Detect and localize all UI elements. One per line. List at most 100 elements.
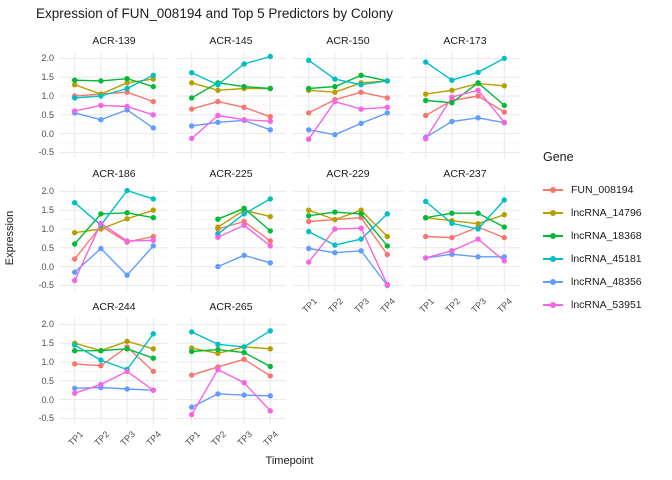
x-axis-tick-label: TP1 bbox=[183, 429, 202, 448]
series-line bbox=[73, 346, 155, 373]
data-point bbox=[98, 348, 104, 354]
series-line bbox=[307, 100, 389, 140]
data-point bbox=[384, 233, 390, 240]
y-axis-tick-label: 0.5 bbox=[41, 375, 54, 386]
data-point bbox=[241, 61, 247, 67]
series-line bbox=[73, 225, 155, 260]
x-axis-tick-label: TP3 bbox=[469, 296, 489, 315]
data-point bbox=[449, 77, 455, 83]
chart-title: Expression of FUN_008194 and Top 5 Predi… bbox=[36, 6, 393, 21]
data-point bbox=[241, 392, 247, 398]
legend-item-label: lncRNA_53951 bbox=[571, 298, 642, 311]
series-line bbox=[424, 89, 506, 140]
data-point bbox=[501, 212, 507, 218]
data-point bbox=[267, 363, 273, 370]
facet-strip-label: ACR-150 bbox=[326, 35, 370, 47]
series-line bbox=[424, 212, 506, 228]
data-point bbox=[215, 119, 221, 126]
x-axis-title: Timepoint bbox=[265, 455, 314, 467]
data-point bbox=[241, 104, 247, 110]
data-point bbox=[215, 346, 221, 353]
data-point bbox=[241, 83, 247, 90]
legend-item: lncRNA_14796 bbox=[543, 201, 668, 224]
series-line bbox=[190, 358, 272, 377]
data-point bbox=[384, 110, 390, 116]
legend-key-icon bbox=[543, 252, 563, 266]
data-point bbox=[306, 85, 312, 92]
series-line bbox=[307, 217, 389, 256]
data-point bbox=[501, 224, 507, 230]
data-point bbox=[332, 226, 338, 232]
data-point bbox=[215, 216, 221, 222]
series-line bbox=[424, 199, 506, 230]
data-point bbox=[267, 53, 273, 60]
series-line bbox=[190, 368, 272, 416]
y-axis-tick-label: 2.0 bbox=[41, 319, 54, 330]
data-point bbox=[475, 210, 481, 216]
data-point bbox=[150, 237, 156, 243]
legend-key-icon bbox=[543, 298, 563, 312]
data-point bbox=[384, 211, 390, 217]
data-point bbox=[475, 236, 481, 242]
data-point bbox=[306, 207, 312, 213]
data-point bbox=[384, 251, 390, 258]
data-point bbox=[306, 259, 312, 265]
y-axis-tick-label: 2.0 bbox=[41, 53, 54, 64]
data-point bbox=[306, 228, 312, 235]
data-point bbox=[215, 341, 221, 347]
series-line bbox=[73, 189, 155, 226]
data-point bbox=[384, 281, 390, 288]
series-line bbox=[190, 114, 272, 140]
facet-strip-label: ACR-229 bbox=[326, 168, 370, 180]
y-axis-tick-label: 1.5 bbox=[41, 72, 54, 83]
data-point bbox=[98, 78, 104, 84]
series-line bbox=[424, 238, 506, 262]
series-line bbox=[307, 59, 389, 86]
series-line bbox=[190, 393, 272, 408]
data-point bbox=[501, 109, 507, 115]
data-point bbox=[150, 355, 156, 361]
data-point bbox=[150, 207, 156, 213]
legend-item-label: lncRNA_14796 bbox=[571, 206, 642, 219]
data-point bbox=[150, 243, 156, 249]
data-point bbox=[241, 356, 247, 362]
series-line bbox=[73, 348, 155, 359]
series-line bbox=[190, 55, 272, 86]
data-point bbox=[423, 255, 429, 261]
series-line bbox=[190, 348, 272, 368]
data-point bbox=[189, 348, 195, 355]
data-point bbox=[72, 277, 78, 284]
data-point bbox=[241, 211, 247, 217]
data-point bbox=[98, 245, 104, 252]
data-point bbox=[358, 211, 364, 217]
y-axis-tick-label: 2.0 bbox=[41, 186, 54, 197]
data-point bbox=[475, 254, 481, 260]
data-point bbox=[267, 408, 273, 414]
series-line bbox=[424, 82, 506, 95]
data-point bbox=[189, 80, 195, 86]
data-point bbox=[215, 224, 221, 230]
facet-strip-label: ACR-139 bbox=[92, 35, 136, 47]
data-point bbox=[98, 93, 104, 99]
facet-strip-label: ACR-244 bbox=[92, 301, 136, 313]
data-point bbox=[215, 391, 221, 397]
series-line bbox=[424, 253, 506, 259]
series-line bbox=[307, 213, 389, 246]
data-point bbox=[189, 135, 195, 142]
data-point bbox=[124, 89, 130, 95]
series-line bbox=[424, 82, 506, 107]
data-point bbox=[215, 87, 221, 93]
data-point bbox=[423, 91, 429, 97]
x-axis-tick-label: TP1 bbox=[300, 296, 319, 315]
data-point bbox=[150, 112, 156, 118]
data-point bbox=[215, 98, 221, 105]
legend-key-icon bbox=[543, 229, 563, 243]
data-point bbox=[72, 241, 78, 247]
facet-panel bbox=[176, 318, 286, 424]
y-axis-tick-label: 0.5 bbox=[41, 242, 54, 253]
data-point bbox=[306, 110, 312, 116]
data-point bbox=[501, 55, 507, 62]
facet-strip-label: ACR-265 bbox=[209, 301, 253, 313]
series-line bbox=[307, 227, 389, 286]
data-point bbox=[241, 205, 247, 211]
